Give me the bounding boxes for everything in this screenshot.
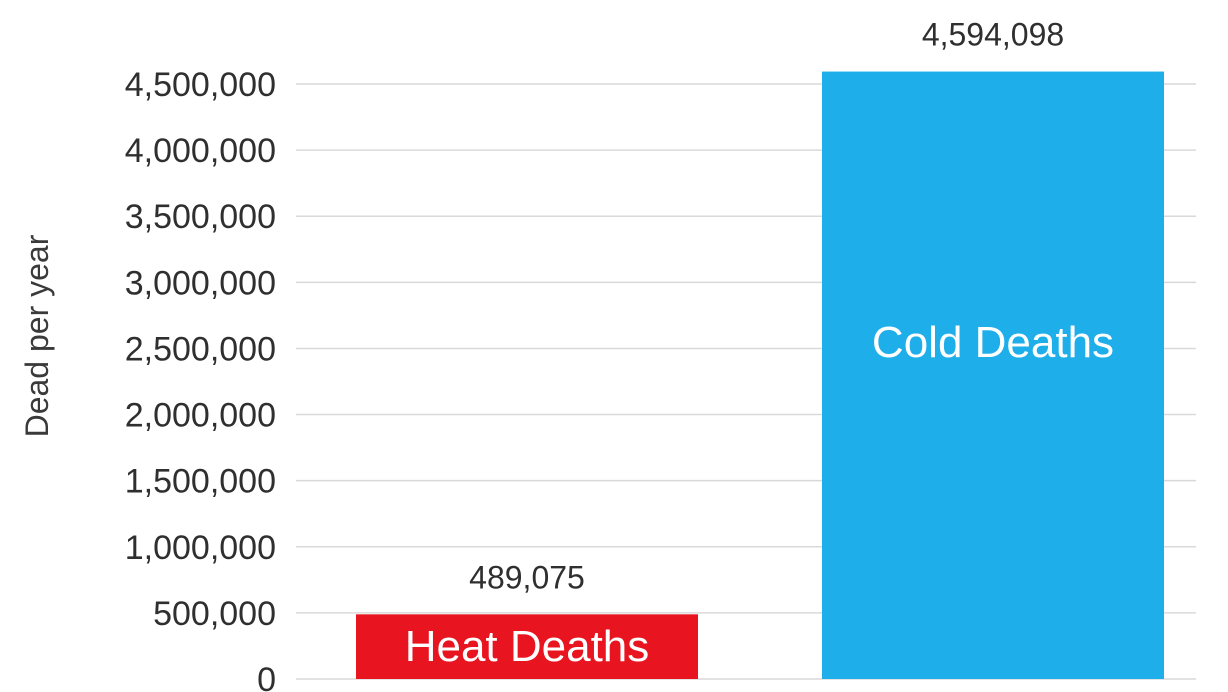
bar-heat-deaths xyxy=(356,614,698,679)
y-tick-label: 3,500,000 xyxy=(125,198,276,236)
bar-cold-deaths xyxy=(822,71,1164,679)
y-axis-title: Dead per year xyxy=(19,234,55,437)
y-axis-ticks: 0 500,000 1,000,000 1,500,000 2,000,000 2,500… xyxy=(125,66,276,692)
y-tick-label: 500,000 xyxy=(153,595,276,633)
y-tick-label: 2,000,000 xyxy=(125,397,276,435)
data-label-cold-deaths: 4,594,098 xyxy=(922,17,1064,53)
category-label-cold-deaths: Cold Deaths xyxy=(872,318,1114,367)
category-label-heat-deaths: Heat Deaths xyxy=(405,622,650,671)
y-tick-label: 4,000,000 xyxy=(125,132,276,170)
y-tick-label: 4,500,000 xyxy=(125,66,276,104)
y-tick-label: 2,500,000 xyxy=(125,330,276,368)
y-tick-label: 3,000,000 xyxy=(125,264,276,302)
y-tick-label: 1,000,000 xyxy=(125,529,276,567)
bars: 489,075 Heat Deaths 4,594,098 Cold Deaths xyxy=(356,17,1164,679)
y-tick-label: 1,500,000 xyxy=(125,463,276,501)
y-tick-label: 0 xyxy=(257,661,276,692)
data-label-heat-deaths: 489,075 xyxy=(469,559,585,595)
